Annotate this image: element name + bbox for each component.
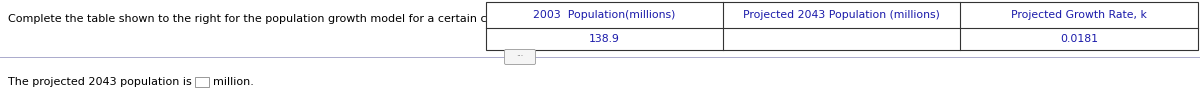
Text: Complete the table shown to the right for the population growth model for a cert: Complete the table shown to the right fo… (8, 14, 526, 24)
Text: 2003  Population(millions): 2003 Population(millions) (534, 10, 676, 20)
Text: The projected 2043 population is: The projected 2043 population is (8, 77, 192, 87)
Text: Projected Growth Rate, k: Projected Growth Rate, k (1012, 10, 1147, 20)
Text: 0.0181: 0.0181 (1060, 34, 1098, 44)
FancyBboxPatch shape (504, 49, 535, 64)
Bar (194, 77, 209, 87)
Bar (486, 2, 1198, 50)
Text: Projected 2043 Population (millions): Projected 2043 Population (millions) (743, 10, 941, 20)
Text: million.: million. (214, 77, 254, 87)
Text: ···: ··· (516, 53, 523, 62)
Text: 138.9: 138.9 (589, 34, 620, 44)
